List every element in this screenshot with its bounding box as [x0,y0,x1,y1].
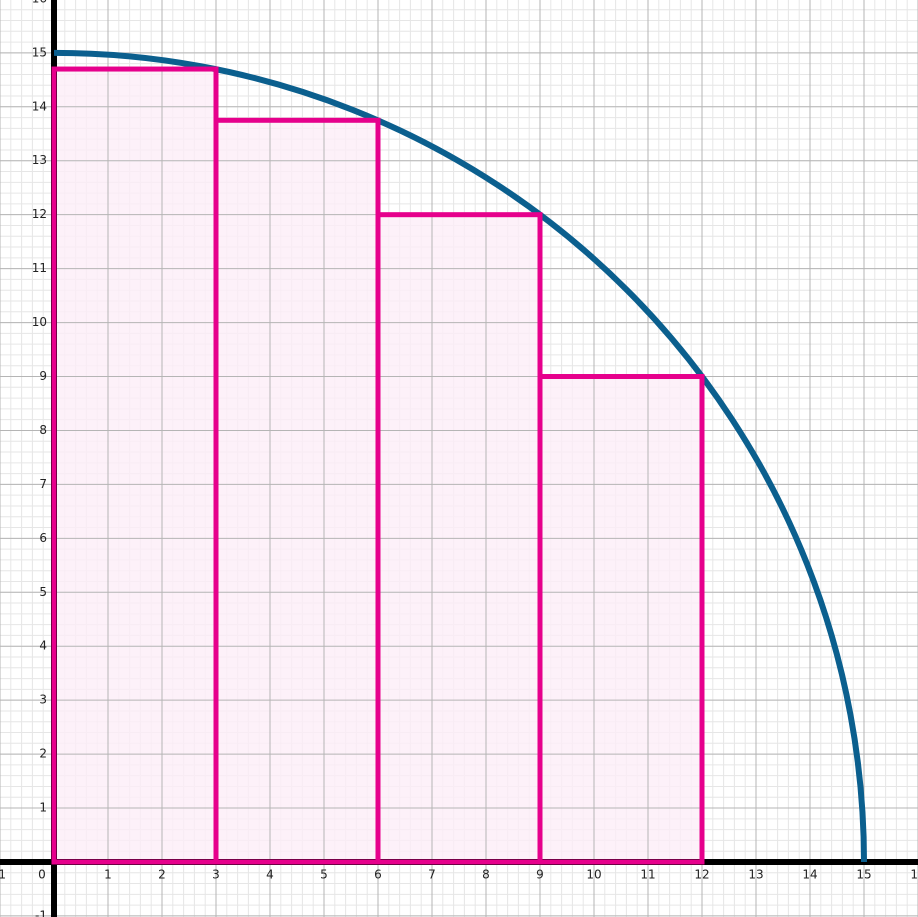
x-tick-label: 15 [856,867,871,881]
rect-fill [216,120,378,862]
y-tick-label: 14 [32,99,47,113]
x-tick-label: 8 [482,867,490,881]
x-tick-label: 13 [748,867,763,881]
y-tick-label: 11 [32,261,47,275]
x-tick-label: 9 [536,867,544,881]
x-tick-label: 14 [802,867,817,881]
x-tick-label: 0 [38,867,46,881]
y-tick-label: 5 [39,585,47,599]
x-tick-label: 16 [910,867,918,881]
rect-fill [540,376,702,862]
y-tick-label: 2 [39,747,47,761]
y-tick-label: 8 [39,423,47,437]
rect-fill [54,69,216,862]
y-tick-label: -1 [35,908,47,917]
x-tick-label: 5 [320,867,328,881]
y-tick-label: 4 [39,639,47,653]
rect-outline [537,374,705,865]
x-tick-label: 7 [428,867,436,881]
x-tick-label: 11 [640,867,655,881]
y-tick-label: 6 [39,531,47,545]
x-tick-label: 12 [694,867,709,881]
y-tick-label: 12 [32,207,47,221]
curve [53,49,867,862]
y-tick-label: 3 [39,693,47,707]
y-tick-label: 1 [39,801,47,815]
y-tick-label: 15 [32,45,47,59]
y-tick-label: 16 [32,0,47,5]
x-tick-label: 1 [104,867,112,881]
y-tick-label: 9 [39,369,47,383]
x-tick-label: 2 [158,867,166,881]
x-tick-label: 3 [212,867,220,881]
x-tick-label: -1 [0,867,6,881]
y-tick-label: 13 [32,153,47,167]
x-tick-label: 10 [586,867,601,881]
x-tick-label: 6 [374,867,382,881]
y-tick-label: 10 [32,315,47,329]
x-tick-label: 4 [266,867,274,881]
y-tick-label: 7 [39,477,47,491]
